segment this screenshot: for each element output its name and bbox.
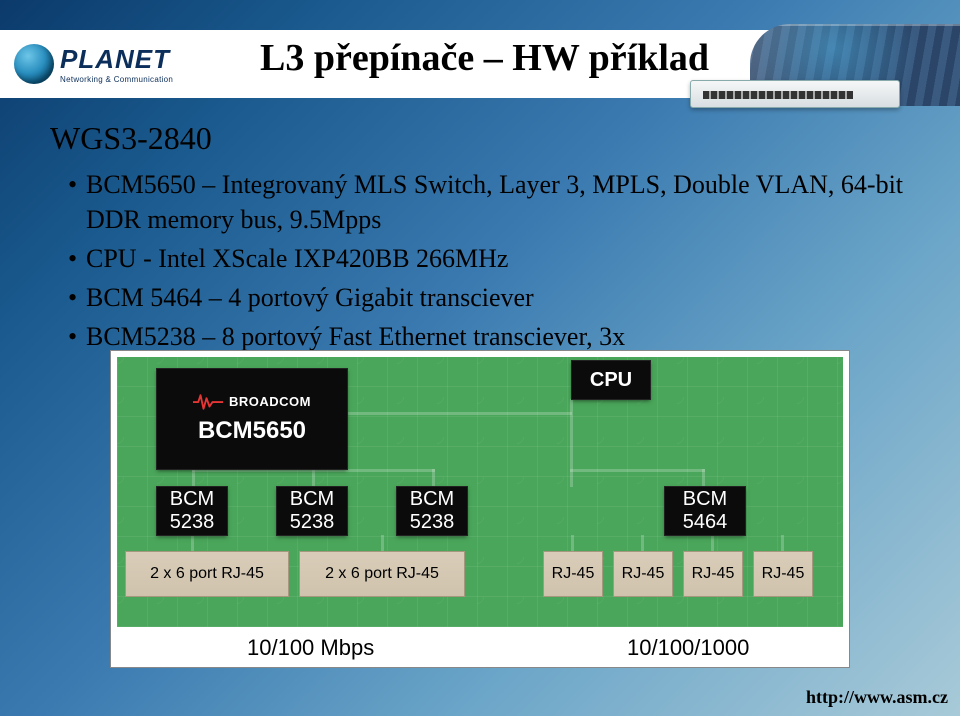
trace [570, 469, 705, 472]
header-switch-graphic [690, 80, 900, 108]
speed-right: 10/100/1000 [627, 635, 749, 661]
port-block: RJ-45 [753, 551, 813, 597]
bullet-item: BCM 5464 – 4 portový Gigabit transciever [68, 280, 920, 315]
trace [570, 399, 573, 487]
logo-tagline: Networking & Communication [60, 75, 173, 84]
port-block: RJ-45 [613, 551, 673, 597]
chip-cpu-label: CPU [590, 369, 632, 392]
logo-globe-icon [14, 44, 54, 84]
footer-url: http://www.asm.cz [806, 687, 948, 708]
logo: PLANET Networking & Communication [14, 44, 173, 84]
model-heading: WGS3-2840 [50, 120, 920, 157]
chip-line2: 5238 [170, 511, 215, 534]
bullet-item: BCM5650 – Integrovaný MLS Switch, Layer … [68, 167, 920, 237]
port-block: RJ-45 [543, 551, 603, 597]
speed-left: 10/100 Mbps [247, 635, 374, 661]
port-block: RJ-45 [683, 551, 743, 597]
pcb-background: BROADCOM BCM5650 CPU BCM 5238 BCM 5238 B… [117, 357, 843, 627]
chip-line1: BCM [683, 488, 727, 511]
trace [347, 412, 572, 415]
trace [702, 469, 705, 489]
chip-line1: BCM [290, 488, 334, 511]
bullet-item: CPU - Intel XScale IXP420BB 266MHz [68, 241, 920, 276]
chip-small: BCM 5238 [397, 487, 467, 535]
diagram: BROADCOM BCM5650 CPU BCM 5238 BCM 5238 B… [110, 350, 850, 668]
chip-brand-row: BROADCOM [193, 393, 311, 411]
chip-small: BCM 5238 [157, 487, 227, 535]
chip-main: BROADCOM BCM5650 [157, 369, 347, 469]
logo-name: PLANET [60, 44, 173, 75]
chip-line1: BCM [170, 488, 214, 511]
chip-brand-label: BROADCOM [229, 395, 311, 410]
trace [192, 469, 435, 472]
bullet-list: BCM5650 – Integrovaný MLS Switch, Layer … [50, 167, 920, 354]
trace [312, 469, 315, 489]
chip-line2: 5464 [683, 511, 728, 534]
chip-small: BCM 5464 [665, 487, 745, 535]
chip-main-label: BCM5650 [198, 417, 306, 445]
trace [432, 469, 435, 489]
chip-small: BCM 5238 [277, 487, 347, 535]
slide: PLANET Networking & Communication L3 pře… [0, 0, 960, 716]
trace [192, 469, 195, 489]
logo-text: PLANET Networking & Communication [60, 44, 173, 84]
chip-cpu: CPU [572, 361, 650, 399]
chip-line2: 5238 [290, 511, 335, 534]
chip-line2: 5238 [410, 511, 455, 534]
speed-labels: 10/100 Mbps 10/100/1000 [117, 633, 843, 663]
chip-line1: BCM [410, 488, 454, 511]
slide-title: L3 přepínače – HW příklad [260, 36, 709, 80]
port-block: 2 x 6 port RJ-45 [125, 551, 289, 597]
heartbeat-icon [193, 393, 223, 411]
content: WGS3-2840 BCM5650 – Integrovaný MLS Swit… [50, 120, 920, 358]
port-block: 2 x 6 port RJ-45 [299, 551, 465, 597]
